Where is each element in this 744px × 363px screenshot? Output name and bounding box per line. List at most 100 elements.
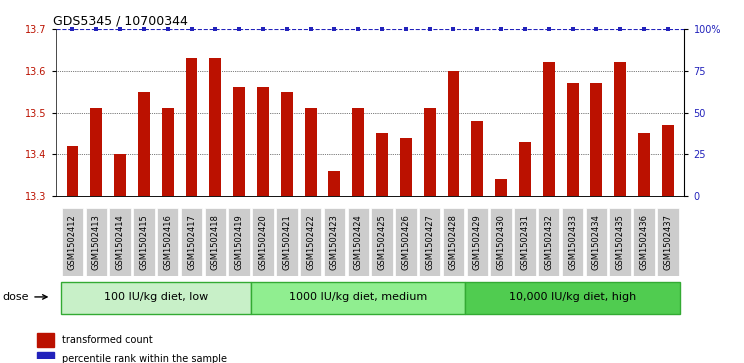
Text: GSM1502436: GSM1502436 — [640, 214, 649, 270]
Bar — [66, 146, 78, 196]
FancyBboxPatch shape — [347, 208, 369, 276]
Text: GSM1502437: GSM1502437 — [664, 214, 673, 270]
FancyBboxPatch shape — [609, 208, 631, 276]
Point — [138, 26, 150, 32]
FancyBboxPatch shape — [60, 282, 251, 314]
Point — [352, 26, 364, 32]
Text: GSM1502425: GSM1502425 — [377, 214, 387, 270]
Text: GSM1502429: GSM1502429 — [472, 214, 482, 270]
Point — [496, 26, 507, 32]
FancyBboxPatch shape — [514, 208, 536, 276]
Point — [615, 26, 626, 32]
Point — [304, 26, 316, 32]
FancyBboxPatch shape — [395, 208, 417, 276]
Text: GSM1502413: GSM1502413 — [92, 214, 100, 270]
Text: GSM1502427: GSM1502427 — [425, 214, 434, 270]
Text: GSM1502412: GSM1502412 — [68, 214, 77, 270]
Bar — [472, 121, 484, 196]
Point — [114, 26, 126, 32]
Point — [90, 26, 102, 32]
Text: percentile rank within the sample: percentile rank within the sample — [62, 354, 227, 363]
Bar — [36, 352, 54, 363]
Bar — [543, 62, 555, 196]
Bar — [662, 125, 674, 196]
Point — [328, 26, 340, 32]
Text: GSM1502428: GSM1502428 — [449, 214, 458, 270]
Text: dose: dose — [3, 292, 47, 302]
Text: GSM1502430: GSM1502430 — [496, 214, 506, 270]
Bar — [567, 83, 579, 196]
Point — [472, 26, 484, 32]
Point — [638, 26, 650, 32]
Text: transformed count: transformed count — [62, 335, 153, 345]
Point — [209, 26, 221, 32]
Text: GSM1502426: GSM1502426 — [401, 214, 411, 270]
Point — [280, 26, 292, 32]
Point — [66, 26, 78, 32]
Point — [400, 26, 412, 32]
FancyBboxPatch shape — [490, 208, 512, 276]
Bar — [138, 92, 150, 196]
FancyBboxPatch shape — [251, 282, 466, 314]
Bar — [448, 71, 460, 196]
Text: GSM1502417: GSM1502417 — [187, 214, 196, 270]
Bar — [280, 92, 292, 196]
FancyBboxPatch shape — [86, 208, 107, 276]
Bar — [90, 109, 102, 196]
FancyBboxPatch shape — [228, 208, 250, 276]
Text: GSM1502416: GSM1502416 — [163, 214, 172, 270]
Bar — [161, 109, 173, 196]
FancyBboxPatch shape — [443, 208, 464, 276]
Point — [543, 26, 555, 32]
Text: GSM1502431: GSM1502431 — [521, 214, 530, 270]
FancyBboxPatch shape — [633, 208, 655, 276]
Point — [448, 26, 460, 32]
Point — [376, 26, 388, 32]
Bar — [519, 142, 531, 196]
Text: GSM1502415: GSM1502415 — [139, 214, 148, 270]
FancyBboxPatch shape — [538, 208, 559, 276]
Text: GSM1502420: GSM1502420 — [258, 214, 268, 270]
Point — [567, 26, 579, 32]
FancyBboxPatch shape — [466, 208, 488, 276]
Point — [233, 26, 245, 32]
Point — [662, 26, 674, 32]
Bar — [615, 62, 626, 196]
Text: GSM1502422: GSM1502422 — [306, 214, 315, 270]
FancyBboxPatch shape — [586, 208, 607, 276]
FancyBboxPatch shape — [133, 208, 155, 276]
FancyBboxPatch shape — [466, 282, 680, 314]
Text: GSM1502418: GSM1502418 — [211, 214, 219, 270]
Text: GSM1502419: GSM1502419 — [234, 214, 244, 270]
Bar — [114, 154, 126, 196]
Bar — [424, 109, 436, 196]
FancyBboxPatch shape — [657, 208, 679, 276]
Text: GSM1502421: GSM1502421 — [282, 214, 292, 270]
Bar — [400, 138, 412, 196]
FancyBboxPatch shape — [181, 208, 202, 276]
FancyBboxPatch shape — [300, 208, 321, 276]
Text: GSM1502434: GSM1502434 — [592, 214, 601, 270]
FancyBboxPatch shape — [109, 208, 131, 276]
Text: 1000 IU/kg diet, medium: 1000 IU/kg diet, medium — [289, 292, 427, 302]
Text: 10,000 IU/kg diet, high: 10,000 IU/kg diet, high — [509, 292, 636, 302]
Text: GSM1502423: GSM1502423 — [330, 214, 339, 270]
Text: GSM1502432: GSM1502432 — [545, 214, 554, 270]
Bar — [328, 171, 340, 196]
Text: GSM1502435: GSM1502435 — [616, 214, 625, 270]
Point — [185, 26, 197, 32]
FancyBboxPatch shape — [62, 208, 83, 276]
Bar — [352, 109, 364, 196]
Point — [424, 26, 436, 32]
Text: GSM1502414: GSM1502414 — [115, 214, 124, 270]
Text: GDS5345 / 10700344: GDS5345 / 10700344 — [53, 15, 187, 28]
FancyBboxPatch shape — [205, 208, 226, 276]
FancyBboxPatch shape — [562, 208, 583, 276]
FancyBboxPatch shape — [276, 208, 298, 276]
FancyBboxPatch shape — [252, 208, 274, 276]
FancyBboxPatch shape — [324, 208, 345, 276]
FancyBboxPatch shape — [371, 208, 393, 276]
Point — [591, 26, 603, 32]
FancyBboxPatch shape — [419, 208, 440, 276]
Bar — [36, 333, 54, 347]
